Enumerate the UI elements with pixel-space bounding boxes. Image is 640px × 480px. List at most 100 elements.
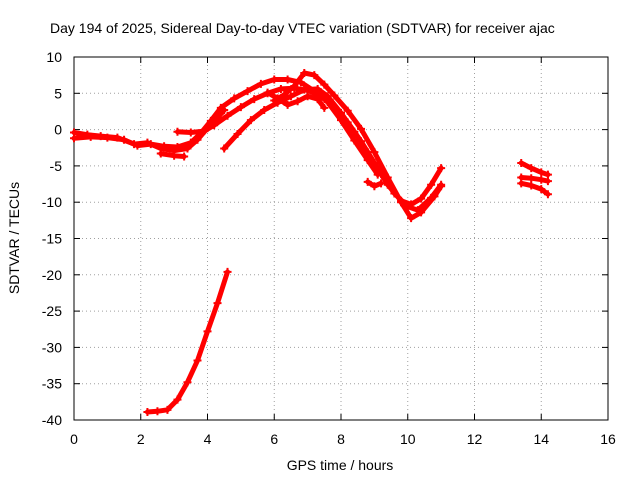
series-arc-g [263, 88, 329, 112]
data-point [83, 130, 92, 139]
plot-frame [73, 56, 609, 421]
series-arc-a [70, 75, 382, 179]
series-arc-d [156, 149, 189, 161]
data-point [543, 177, 552, 186]
data-point [323, 92, 332, 101]
series-line [144, 269, 230, 415]
data-point [517, 158, 526, 167]
data-point [270, 75, 279, 84]
data-point [300, 68, 309, 77]
data-point [276, 84, 285, 93]
data-point [173, 127, 182, 136]
y-tick-label: -5 [50, 158, 63, 174]
data-point [537, 185, 546, 194]
data-point [320, 80, 329, 89]
data-point [183, 144, 192, 153]
x-tick-label: 0 [70, 431, 78, 447]
data-point [180, 152, 189, 161]
data-point [320, 103, 329, 112]
data-point [223, 267, 232, 276]
data-point [383, 173, 392, 182]
data-point [300, 85, 309, 94]
data-point [286, 92, 295, 101]
data-point [527, 164, 536, 173]
data-point [313, 95, 322, 104]
series-arc-k [517, 173, 552, 186]
series-arc-e [220, 84, 446, 215]
data-point [246, 116, 255, 125]
data-point [143, 138, 152, 147]
data-point [363, 148, 372, 157]
data-point [397, 198, 406, 207]
x-tick-labels: 0 2 4 6 8 10 12 14 16 [70, 431, 616, 447]
y-tick-label: -10 [42, 194, 62, 210]
data-point [370, 182, 379, 191]
data-point [350, 127, 359, 136]
data-point [243, 87, 252, 96]
data-point [537, 175, 546, 184]
series-line [271, 70, 444, 221]
data-point [517, 179, 526, 188]
data-point [223, 111, 232, 120]
x-tick-label: 2 [137, 431, 145, 447]
y-axis-label: SDTVAR / TECUs [6, 182, 22, 294]
data-point [233, 129, 242, 138]
x-tick-label: 4 [204, 431, 212, 447]
data-point [156, 149, 165, 158]
x-tick-label: 12 [467, 431, 483, 447]
data-point [70, 128, 78, 137]
data-point [407, 214, 416, 223]
x-tick-label: 8 [337, 431, 345, 447]
data-point [417, 208, 426, 217]
data-point [363, 177, 372, 186]
data-point [130, 140, 139, 149]
data-point [357, 124, 366, 133]
data-point [283, 75, 292, 84]
data-point [543, 190, 552, 199]
data-point [193, 356, 202, 365]
x-tick-label: 10 [400, 431, 416, 447]
series-line [175, 85, 444, 207]
series-line [518, 160, 551, 178]
data-point [377, 179, 386, 188]
data-point [313, 84, 322, 93]
x-axis-label: GPS time / hours [287, 457, 394, 473]
y-tick-label: -35 [42, 376, 62, 392]
data-point [153, 407, 162, 416]
data-point [537, 168, 546, 177]
y-tick-label: -40 [42, 412, 62, 428]
data-point [527, 181, 536, 190]
data-point [193, 135, 202, 144]
data-point [113, 133, 122, 142]
x-tick-label: 14 [533, 431, 549, 447]
data-point [256, 79, 265, 88]
series-arc-j [517, 158, 552, 179]
data-point [293, 97, 302, 106]
y-tick-label: -30 [42, 339, 62, 355]
data-point [263, 88, 272, 97]
data-point [186, 128, 195, 137]
y-tick-label: -25 [42, 303, 62, 319]
data-point [337, 108, 345, 117]
data-point [417, 194, 426, 203]
data-point [163, 405, 172, 414]
x-tick-label: 16 [600, 431, 616, 447]
data-point [437, 164, 446, 173]
y-tick-label: 5 [54, 85, 62, 101]
series-arc-l [517, 179, 552, 199]
data-point [350, 136, 359, 145]
data-point [250, 95, 259, 104]
data-series [70, 68, 552, 417]
data-point [170, 151, 179, 160]
data-point [200, 127, 209, 136]
y-tick-label: -20 [42, 267, 62, 283]
data-point [143, 408, 152, 417]
data-point [173, 395, 182, 404]
data-point [220, 144, 229, 153]
x-tick-label: 6 [270, 431, 278, 447]
data-point [210, 121, 219, 130]
data-point [203, 327, 212, 336]
series-arc-h [363, 177, 386, 191]
data-point [280, 90, 289, 99]
data-point [96, 132, 105, 141]
